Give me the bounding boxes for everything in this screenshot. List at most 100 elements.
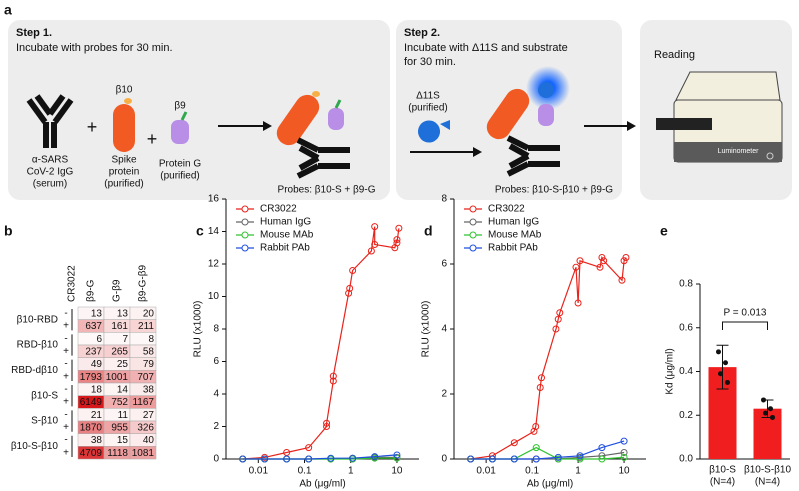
- data-point: [718, 371, 723, 377]
- data-point: [618, 276, 626, 284]
- sign: -: [64, 384, 67, 395]
- y-tick-label: 0.2: [679, 410, 693, 421]
- antibody-icon: [506, 135, 560, 177]
- data-point: [345, 289, 353, 297]
- sign: +: [63, 447, 69, 458]
- cell-value: 6: [96, 334, 102, 345]
- data-point: [532, 444, 540, 452]
- panel-label: d: [424, 223, 433, 239]
- data-point: [393, 236, 401, 244]
- cell-value: 15: [117, 435, 129, 446]
- data-point: [510, 439, 518, 447]
- data-point: [510, 455, 518, 463]
- panel-label: c: [196, 223, 204, 239]
- data-point: [596, 263, 604, 271]
- y-tick-label: 0.0: [679, 454, 693, 465]
- row-label: S-β10: [31, 416, 58, 427]
- data-point: [349, 454, 357, 462]
- data-point: [723, 360, 728, 366]
- icon-label: (purified): [104, 179, 143, 190]
- x-tick-label: 10: [619, 466, 631, 477]
- sign: +: [63, 371, 69, 382]
- x-tick-sublabel: (N=4): [755, 477, 780, 488]
- data-point: [367, 247, 375, 255]
- sign: +: [63, 397, 69, 408]
- data-point: [532, 455, 540, 463]
- cell-value: 14: [117, 384, 129, 395]
- spike-icon: [486, 88, 530, 140]
- data-point: [532, 423, 540, 430]
- data-point: [395, 224, 403, 232]
- row-label: β10-S: [31, 390, 58, 401]
- x-tick-label: 0.1: [525, 466, 539, 477]
- chart-title: Probes: β10-S-β10 + β9-G: [495, 185, 613, 196]
- device-label: Luminometer: [718, 148, 760, 155]
- row-label: RBD-dβ10: [11, 365, 58, 376]
- chart-title: Probes: β10-S + β9-G: [278, 185, 376, 196]
- y-tick-label: 14: [208, 226, 220, 237]
- arrow-head: [473, 147, 482, 157]
- cell-value: 1793: [80, 372, 103, 383]
- legend-label: Mouse MAb: [488, 230, 542, 241]
- cell-value: 18: [91, 384, 103, 395]
- icon-label: (purified): [160, 171, 199, 182]
- legend-label: Rabbit PAb: [260, 243, 310, 254]
- cell-value: 7: [122, 334, 128, 345]
- legend-marker: [241, 231, 249, 239]
- data-point: [371, 453, 379, 461]
- data-point: [770, 414, 775, 420]
- step-title: Step 2.: [404, 27, 440, 39]
- icon-label: protein: [109, 167, 140, 178]
- annotation: P = 0.013: [724, 308, 767, 319]
- data-point: [600, 257, 608, 265]
- tag-label: β9: [174, 101, 186, 112]
- d11s-icon: [538, 82, 554, 98]
- x-tick-label: 10: [391, 466, 403, 477]
- spike-icon: [276, 94, 320, 146]
- legend-marker: [469, 218, 477, 226]
- x-tick-label: 0.01: [476, 466, 496, 477]
- y-tick-label: 10: [208, 291, 220, 302]
- data-point: [576, 452, 584, 460]
- step-text: Incubate with Δ11S and substrate: [404, 42, 568, 54]
- data-point: [552, 325, 560, 333]
- y-tick-label: 8: [441, 194, 447, 205]
- icon-label: (purified): [408, 103, 447, 114]
- x-tick-label: 1: [575, 466, 581, 477]
- sign: -: [64, 359, 67, 370]
- data-point: [329, 377, 337, 385]
- y-tick-label: 16: [208, 194, 220, 205]
- data-point: [261, 455, 269, 463]
- data-point: [349, 267, 357, 274]
- icon-label: Protein G: [159, 159, 201, 170]
- x-tick-sublabel: (N=4): [710, 477, 735, 488]
- data-point: [393, 451, 401, 459]
- y-tick-label: 6: [441, 259, 447, 270]
- antibody-icon: [26, 94, 74, 148]
- cell-value: 25: [117, 359, 129, 370]
- cell-value: 265: [111, 346, 128, 357]
- series-line: [470, 440, 625, 460]
- y-tick-label: 0.6: [679, 322, 693, 333]
- tag-icon: [124, 98, 132, 104]
- data-point: [488, 455, 496, 463]
- cell-value: 326: [137, 423, 154, 434]
- cell-value: 21: [91, 410, 103, 421]
- legend-marker: [469, 231, 477, 239]
- step1-box: [8, 20, 390, 200]
- heat-cell: [129, 446, 157, 460]
- data-point: [536, 384, 544, 391]
- tag-icon: [180, 111, 188, 121]
- data-point: [620, 449, 628, 456]
- legend-label: CR3022: [260, 204, 297, 215]
- sign: -: [64, 333, 67, 344]
- y-tick-label: 2: [213, 421, 219, 432]
- cell-value: 49: [91, 359, 103, 370]
- y-tick-label: 8: [213, 324, 219, 335]
- legend-label: Human IgG: [260, 217, 311, 228]
- data-point: [576, 257, 584, 265]
- cell-value: 1167: [132, 397, 154, 408]
- y-tick-label: 4: [213, 389, 219, 400]
